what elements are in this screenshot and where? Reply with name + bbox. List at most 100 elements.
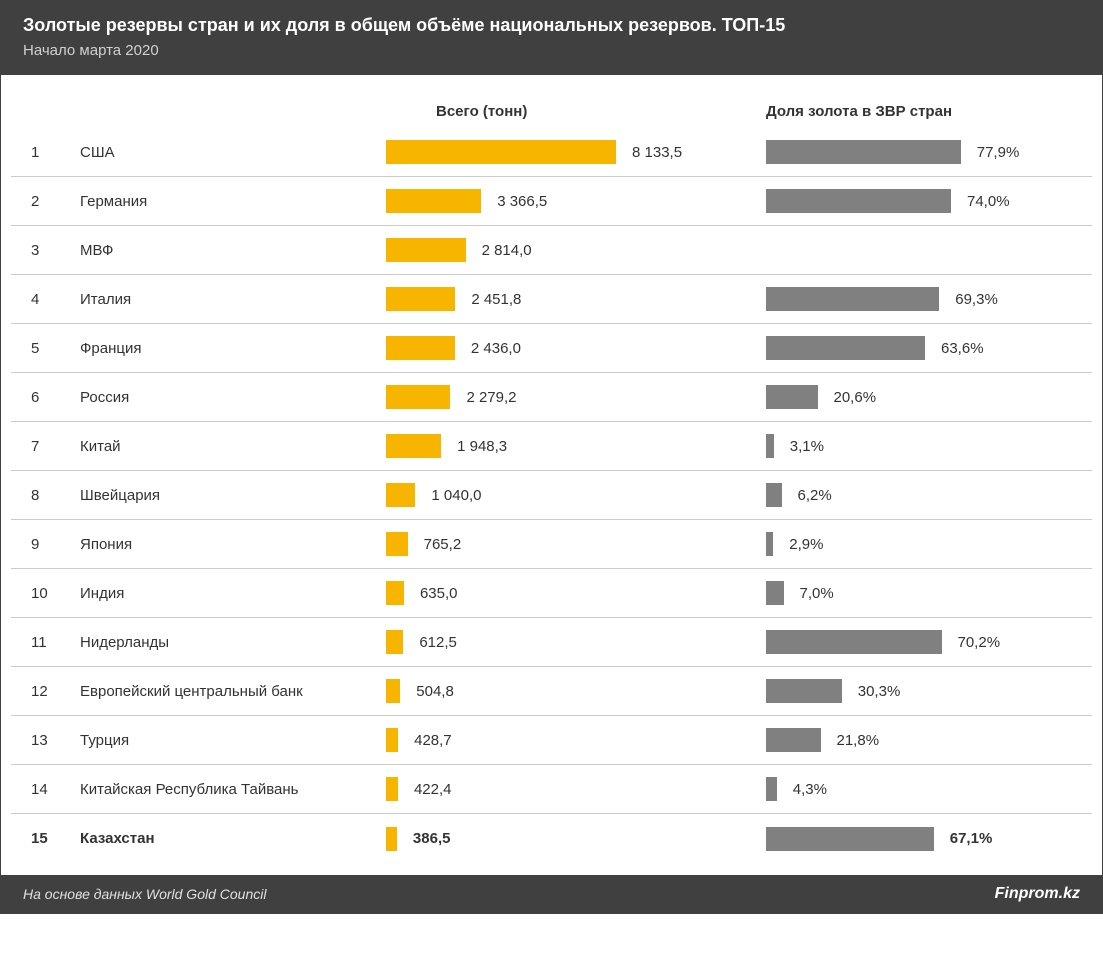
column-header-tons: Всего (тонн) <box>386 103 736 120</box>
table-row: 4Италия2 451,869,3% <box>11 275 1092 324</box>
table-row: 15Казахстан 386,5 67,1% <box>11 814 1092 863</box>
rank-cell: 8 <box>21 487 76 504</box>
share-cell: 67,1% <box>736 827 1082 851</box>
column-header-share: Доля золота в ЗВР стран <box>736 103 1082 120</box>
country-cell: Франция <box>76 340 386 357</box>
source-text: На основе данных World Gold Council <box>23 886 266 902</box>
rank-cell: 6 <box>21 389 76 406</box>
tons-label: 635,0 <box>404 585 458 602</box>
share-label: 3,1% <box>774 438 824 455</box>
rank-cell: 10 <box>21 585 76 602</box>
rank-cell: 9 <box>21 536 76 553</box>
tons-bar <box>386 827 397 851</box>
tons-cell: 386,5 <box>386 827 736 851</box>
rank-cell: 12 <box>21 683 76 700</box>
tons-cell: 2 436,0 <box>386 336 736 360</box>
tons-label: 2 436,0 <box>455 340 521 357</box>
tons-cell: 1 948,3 <box>386 434 736 458</box>
share-label: 74,0% <box>951 193 1010 210</box>
share-label: 20,6% <box>818 389 877 406</box>
share-cell: 2,9% <box>736 532 1082 556</box>
table-row: 14Китайская Республика Тайвань422,44,3% <box>11 765 1092 814</box>
tons-cell: 8 133,5 <box>386 140 736 164</box>
share-label: 67,1% <box>934 830 993 847</box>
table-row: 5Франция 2 436,0 63,6% <box>11 324 1092 373</box>
column-headers: Всего (тонн) Доля золота в ЗВР стран <box>11 81 1092 128</box>
tons-label: 386,5 <box>397 830 451 847</box>
share-bar <box>766 679 842 703</box>
share-label: 69,3% <box>939 291 998 308</box>
tons-label: 504,8 <box>400 683 454 700</box>
chart-footer: На основе данных World Gold Council Finp… <box>1 875 1102 913</box>
share-cell: 20,6% <box>736 385 1082 409</box>
chart-title: Золотые резервы стран и их доля в общем … <box>23 15 1080 36</box>
share-bar <box>766 827 934 851</box>
share-cell: 30,3% <box>736 679 1082 703</box>
chart-subtitle: Начало марта 2020 <box>23 42 1080 59</box>
tons-bar <box>386 728 398 752</box>
rows-container: 1США8 133,577,9%2Германия3 366,574,0%3МВ… <box>11 128 1092 863</box>
table-row: 10Индия 635,0 7,0% <box>11 569 1092 618</box>
tons-label: 765,2 <box>408 536 462 553</box>
tons-cell: 765,2 <box>386 532 736 556</box>
share-label: 2,9% <box>773 536 823 553</box>
share-cell: 6,2% <box>736 483 1082 507</box>
tons-label: 2 279,2 <box>450 389 516 406</box>
share-bar <box>766 140 961 164</box>
share-bar <box>766 336 925 360</box>
chart-container: Золотые резервы стран и их доля в общем … <box>0 0 1103 914</box>
tons-label: 2 451,8 <box>455 291 521 308</box>
rank-cell: 5 <box>21 340 76 357</box>
share-cell: 74,0% <box>736 189 1082 213</box>
share-bar <box>766 287 939 311</box>
country-cell: Нидерланды <box>76 634 386 651</box>
tons-label: 1 948,3 <box>441 438 507 455</box>
table-row: 12Европейский центральный банк504,830,3% <box>11 667 1092 716</box>
share-label: 21,8% <box>821 732 880 749</box>
share-cell: 63,6% <box>736 336 1082 360</box>
country-cell: Казахстан <box>76 830 386 847</box>
share-cell: 70,2% <box>736 630 1082 654</box>
tons-label: 428,7 <box>398 732 452 749</box>
country-cell: Швейцария <box>76 487 386 504</box>
rank-cell: 3 <box>21 242 76 259</box>
tons-label: 8 133,5 <box>616 144 682 161</box>
share-cell: 4,3% <box>736 777 1082 801</box>
rank-cell: 15 <box>21 830 76 847</box>
share-bar <box>766 581 784 605</box>
table-row: 1США8 133,577,9% <box>11 128 1092 177</box>
share-bar <box>766 385 818 409</box>
tons-bar <box>386 434 441 458</box>
tons-cell: 612,5 <box>386 630 736 654</box>
share-label: 70,2% <box>942 634 1001 651</box>
tons-label: 2 814,0 <box>466 242 532 259</box>
tons-cell: 3 366,5 <box>386 189 736 213</box>
rank-cell: 13 <box>21 732 76 749</box>
share-bar <box>766 777 777 801</box>
share-label: 4,3% <box>777 781 827 798</box>
tons-bar <box>386 140 616 164</box>
tons-bar <box>386 385 450 409</box>
table-row: 13Турция428,721,8% <box>11 716 1092 765</box>
tons-bar <box>386 679 400 703</box>
tons-label: 1 040,0 <box>415 487 481 504</box>
share-bar <box>766 728 821 752</box>
share-bar <box>766 189 951 213</box>
table-row: 6Россия2 279,220,6% <box>11 373 1092 422</box>
share-cell: 21,8% <box>736 728 1082 752</box>
tons-bar <box>386 532 408 556</box>
share-bar <box>766 532 773 556</box>
share-cell: 3,1% <box>736 434 1082 458</box>
tons-cell: 422,4 <box>386 777 736 801</box>
share-bar <box>766 630 942 654</box>
country-cell: Индия <box>76 585 386 602</box>
rank-cell: 14 <box>21 781 76 798</box>
tons-cell: 428,7 <box>386 728 736 752</box>
share-label: 7,0% <box>784 585 834 602</box>
table-row: 3МВФ2 814,0 <box>11 226 1092 275</box>
country-cell: Германия <box>76 193 386 210</box>
rank-cell: 1 <box>21 144 76 161</box>
share-cell: 77,9% <box>736 140 1082 164</box>
country-cell: Япония <box>76 536 386 553</box>
tons-bar <box>386 238 466 262</box>
